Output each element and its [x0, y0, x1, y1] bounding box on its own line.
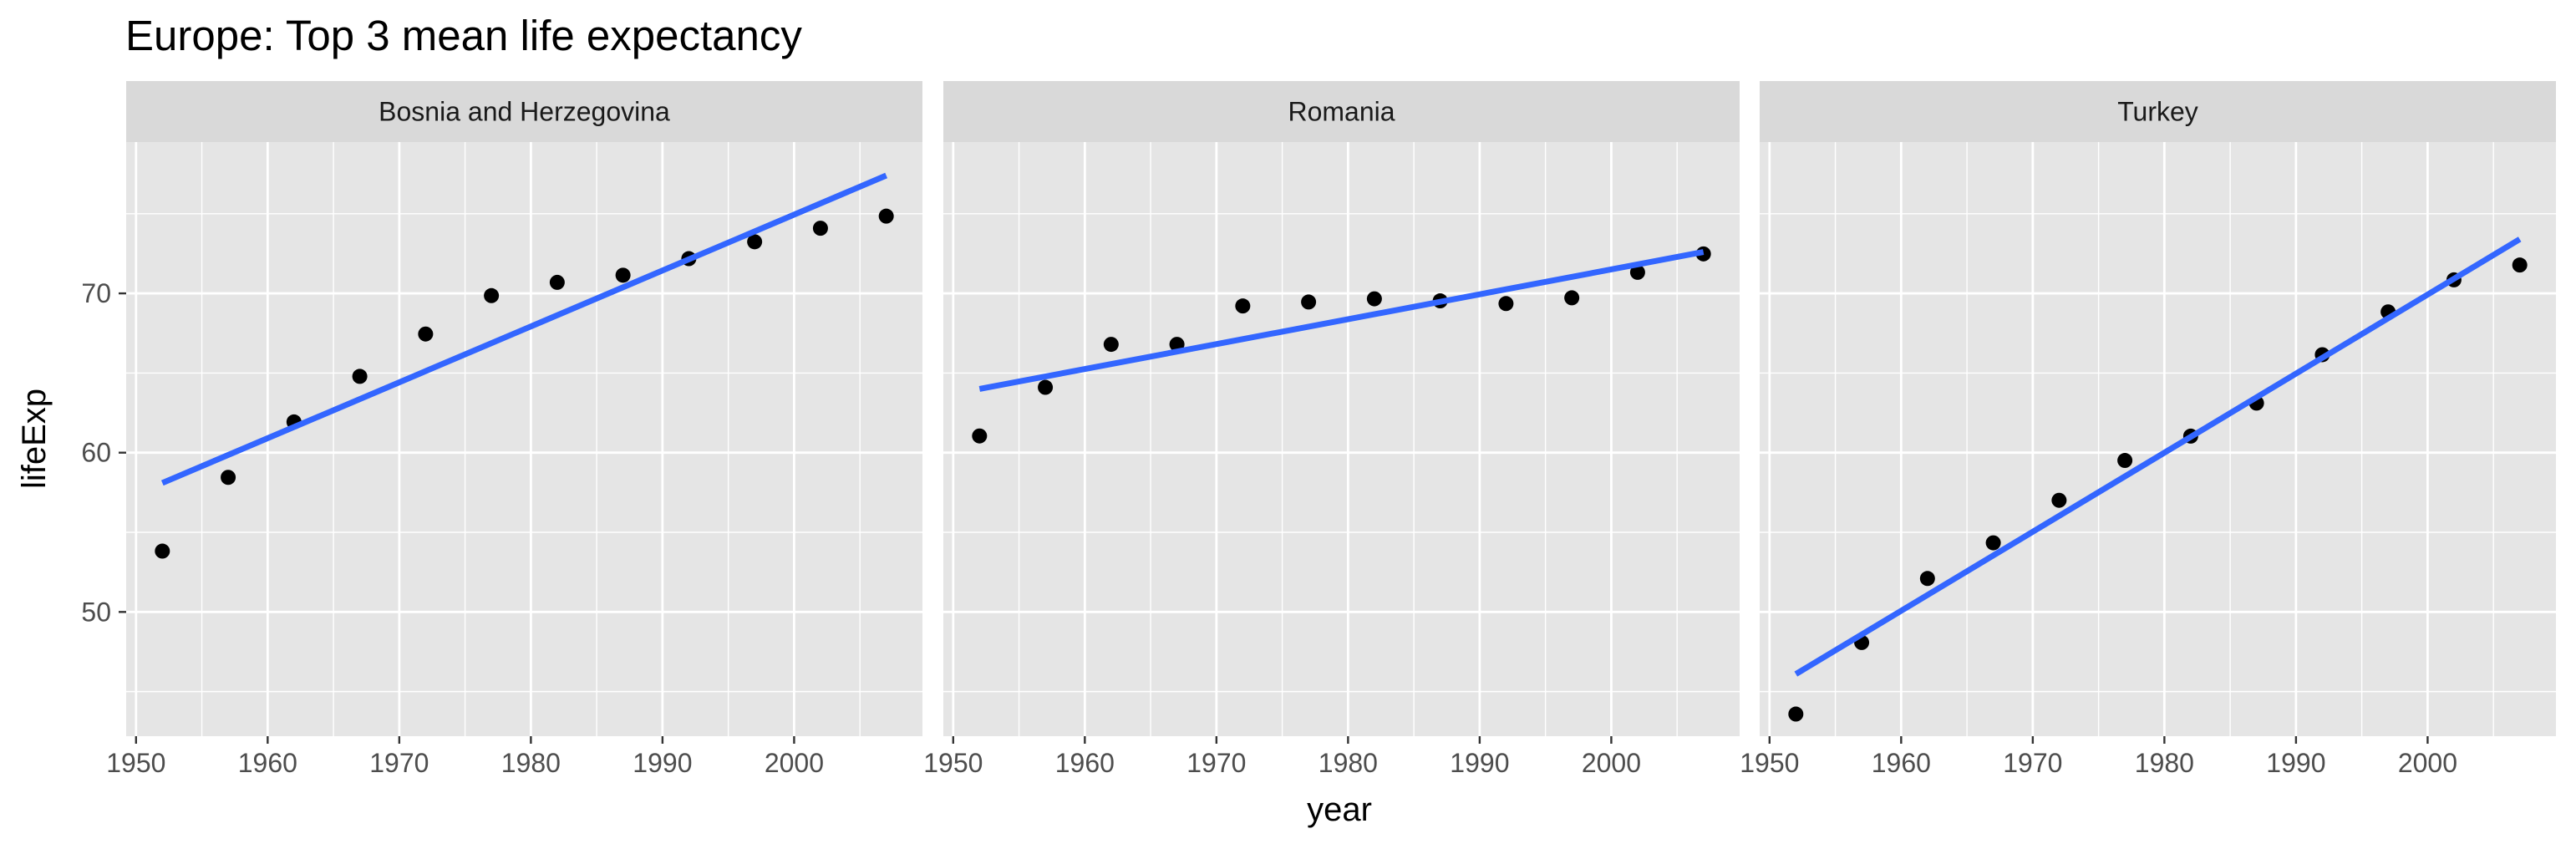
data-point	[155, 543, 170, 559]
data-point	[418, 326, 434, 342]
plot-panel	[126, 142, 922, 736]
x-tick-label: 1950	[923, 748, 983, 778]
data-point	[1038, 379, 1054, 395]
x-tick-label: 2000	[1582, 748, 1641, 778]
x-tick-label: 1950	[106, 748, 165, 778]
data-point	[1788, 706, 1804, 722]
data-point	[1498, 296, 1514, 312]
plot-panel	[1760, 142, 2556, 736]
x-tick-label: 1990	[2266, 748, 2325, 778]
x-tick-label: 1970	[2003, 748, 2062, 778]
x-tick-label: 1960	[238, 748, 297, 778]
facet-panel: Romania 1950 1960 1970 1980 1990 2000	[923, 81, 1740, 778]
x-tick-label: 1960	[1055, 748, 1115, 778]
x-tick-label: 2000	[765, 748, 824, 778]
data-point	[812, 221, 828, 236]
y-tick-label: 50	[81, 597, 111, 627]
y-tick-label: 60	[81, 438, 111, 468]
y-tick-label: 70	[81, 278, 111, 308]
data-point	[1985, 535, 2001, 551]
data-point	[972, 428, 988, 444]
trend-line	[1794, 236, 2522, 677]
data-point	[484, 287, 500, 303]
data-point	[615, 267, 631, 283]
x-tick-label: 1970	[1186, 748, 1246, 778]
facet-strip-label: Romania	[1288, 97, 1395, 127]
trend-line	[160, 172, 888, 486]
trend-line	[978, 249, 1705, 392]
x-tick-label: 1970	[369, 748, 429, 778]
facet-strip-label: Bosnia and Herzegovina	[379, 97, 670, 127]
x-tick-label: 2000	[2398, 748, 2457, 778]
data-point	[1366, 291, 1382, 307]
data-point	[1103, 337, 1119, 353]
x-tick-label: 1980	[501, 748, 561, 778]
x-axis-title: year	[1307, 791, 1372, 828]
chart-title: Europe: Top 3 mean life expectancy	[125, 12, 802, 59]
data-point	[1919, 571, 1935, 587]
data-point	[1629, 264, 1645, 280]
data-point	[352, 369, 368, 384]
data-point	[747, 234, 763, 250]
facet-strip	[943, 81, 1740, 142]
data-point	[2117, 453, 2133, 469]
plot-panel	[943, 142, 1740, 736]
facets-layer: Bosnia and Herzegovina 1950 1960 1970 1980 19…	[81, 81, 2556, 778]
x-tick-label: 1950	[1740, 748, 1799, 778]
x-tick-label: 1980	[2135, 748, 2194, 778]
facet-strip	[1760, 81, 2556, 142]
data-point	[1235, 298, 1251, 314]
data-point	[1564, 290, 1580, 306]
x-tick-label: 1990	[1450, 748, 1509, 778]
facet-panel: Bosnia and Herzegovina 1950 1960 1970 1980 19…	[81, 81, 922, 778]
data-point	[2051, 492, 2067, 508]
data-point	[1301, 294, 1317, 310]
data-point	[878, 208, 894, 224]
facet-strip-label: Turkey	[2117, 97, 2198, 127]
x-tick-label: 1990	[633, 748, 692, 778]
data-point	[221, 470, 236, 486]
facet-panel: Turkey 1950 1960 1970 1980 1990 2000	[1740, 81, 2556, 778]
facet-strip	[126, 81, 922, 142]
x-tick-label: 1980	[1318, 748, 1378, 778]
x-tick-label: 1960	[1872, 748, 1931, 778]
y-axis-title: lifeExp	[16, 389, 53, 489]
data-point	[549, 274, 565, 290]
data-point	[2512, 257, 2528, 273]
